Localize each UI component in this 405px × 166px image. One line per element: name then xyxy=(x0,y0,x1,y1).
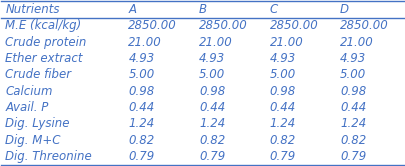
Text: D: D xyxy=(339,3,348,16)
Text: Crude fiber: Crude fiber xyxy=(5,68,71,81)
Text: 21.00: 21.00 xyxy=(339,36,373,49)
Text: 1.24: 1.24 xyxy=(128,117,154,130)
Text: 4.93: 4.93 xyxy=(339,52,365,65)
Text: 0.82: 0.82 xyxy=(339,134,365,147)
Text: C: C xyxy=(269,3,277,16)
Text: B: B xyxy=(198,3,207,16)
Text: Crude protein: Crude protein xyxy=(5,36,87,49)
Text: 0.82: 0.82 xyxy=(128,134,154,147)
Text: 2850.00: 2850.00 xyxy=(128,19,177,32)
Text: 0.98: 0.98 xyxy=(198,85,225,98)
Text: 2850.00: 2850.00 xyxy=(339,19,388,32)
Text: 0.79: 0.79 xyxy=(128,150,154,163)
Text: A: A xyxy=(128,3,136,16)
Text: 4.93: 4.93 xyxy=(198,52,225,65)
Text: 0.44: 0.44 xyxy=(198,101,225,114)
Text: 21.00: 21.00 xyxy=(198,36,232,49)
Text: 2850.00: 2850.00 xyxy=(269,19,318,32)
Text: 0.44: 0.44 xyxy=(269,101,295,114)
Text: 0.98: 0.98 xyxy=(269,85,295,98)
Text: Avail. P: Avail. P xyxy=(5,101,49,114)
Text: 21.00: 21.00 xyxy=(128,36,162,49)
Text: 0.82: 0.82 xyxy=(198,134,225,147)
Text: 4.93: 4.93 xyxy=(128,52,154,65)
Text: 0.82: 0.82 xyxy=(269,134,295,147)
Text: Dig. Threonine: Dig. Threonine xyxy=(5,150,92,163)
Text: 0.79: 0.79 xyxy=(269,150,295,163)
Text: 4.93: 4.93 xyxy=(269,52,295,65)
Text: Dig. Lysine: Dig. Lysine xyxy=(5,117,70,130)
Text: 0.44: 0.44 xyxy=(128,101,154,114)
Text: Nutrients: Nutrients xyxy=(5,3,60,16)
Text: 0.98: 0.98 xyxy=(128,85,154,98)
Text: 5.00: 5.00 xyxy=(128,68,154,81)
Text: 0.44: 0.44 xyxy=(339,101,365,114)
Text: 5.00: 5.00 xyxy=(269,68,295,81)
Text: 5.00: 5.00 xyxy=(198,68,225,81)
Text: 1.24: 1.24 xyxy=(339,117,365,130)
Text: Ether extract: Ether extract xyxy=(5,52,83,65)
Text: 1.24: 1.24 xyxy=(269,117,295,130)
Text: 5.00: 5.00 xyxy=(339,68,365,81)
Text: 0.98: 0.98 xyxy=(339,85,365,98)
Text: Calcium: Calcium xyxy=(5,85,53,98)
Text: 21.00: 21.00 xyxy=(269,36,303,49)
Text: Dig. M+C: Dig. M+C xyxy=(5,134,61,147)
Text: M.E (kcal/kg): M.E (kcal/kg) xyxy=(5,19,81,32)
Text: 0.79: 0.79 xyxy=(198,150,225,163)
Text: 1.24: 1.24 xyxy=(198,117,225,130)
Text: 2850.00: 2850.00 xyxy=(198,19,247,32)
Text: 0.79: 0.79 xyxy=(339,150,365,163)
